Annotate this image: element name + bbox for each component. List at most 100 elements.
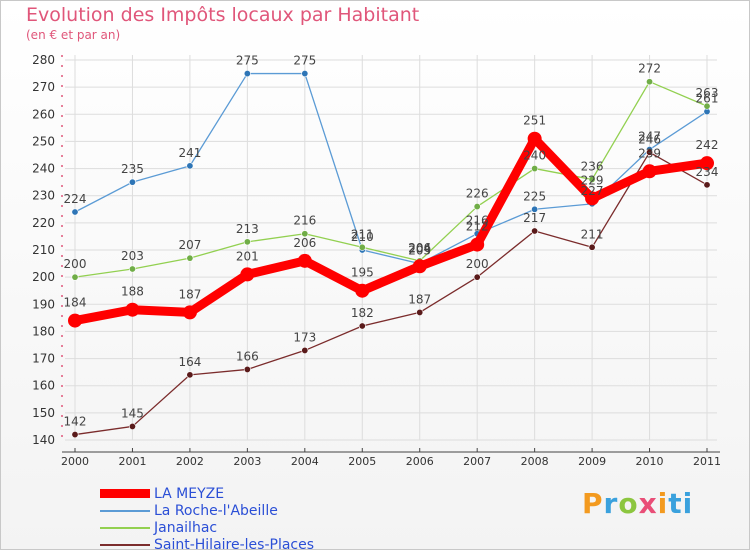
data-label: 225 (523, 189, 546, 203)
data-label: 236 (581, 159, 604, 173)
legend-label: Janailhac (154, 519, 218, 536)
data-point (297, 253, 312, 268)
x-tick-label: 2001 (118, 455, 146, 468)
y-tick-label: 180 (32, 324, 55, 338)
legend-entry: LA MEYZE (100, 485, 314, 502)
data-point (243, 365, 251, 373)
chart-subtitle: (en € et par an) (26, 28, 121, 42)
data-label: 227 (581, 184, 604, 198)
data-label: 234 (696, 165, 719, 179)
data-point (531, 205, 539, 213)
series-line (74, 151, 708, 436)
y-tick-label: 210 (32, 243, 55, 257)
data-point (646, 148, 654, 156)
chart-title: Evolution des Impôts locaux par Habitant (26, 4, 420, 26)
data-point (71, 273, 79, 281)
data-label: 213 (236, 222, 259, 236)
x-tick-label: 2011 (693, 455, 721, 468)
data-label: 216 (466, 214, 489, 228)
legend-entry: La Roche-l'Abeille (100, 502, 314, 519)
x-tick-label: 2006 (406, 455, 434, 468)
data-label: 224 (64, 192, 87, 206)
legend-label: LA MEYZE (154, 485, 225, 502)
data-point (301, 346, 309, 354)
data-label: 275 (236, 54, 259, 68)
y-tick-label: 150 (32, 406, 55, 420)
data-label: 211 (351, 227, 374, 241)
data-label: 211 (581, 227, 604, 241)
proxiti-logo: Proxiti (582, 487, 694, 520)
legend: LA MEYZE La Roche-l'Abeille Janailhac Saint… (100, 485, 314, 553)
x-tick-label: 2005 (348, 455, 376, 468)
data-point (125, 302, 140, 317)
x-tick-label: 2010 (636, 455, 664, 468)
data-label: 201 (236, 249, 259, 263)
data-label: 164 (178, 355, 201, 369)
data-point (473, 273, 481, 281)
data-label: 210 (351, 230, 374, 244)
data-point (243, 238, 251, 246)
data-label: 261 (696, 92, 719, 106)
data-label: 239 (638, 146, 661, 160)
data-label: 195 (351, 266, 374, 280)
y-tick-label: 160 (32, 379, 55, 393)
data-point (416, 308, 424, 316)
data-label: 173 (293, 330, 316, 344)
x-tick-label: 2002 (176, 455, 204, 468)
data-label: 200 (466, 257, 489, 271)
legend-swatch (100, 509, 150, 512)
data-point (700, 156, 714, 171)
data-label: 206 (408, 241, 431, 255)
data-label: 184 (64, 296, 87, 310)
data-label: 204 (408, 241, 431, 255)
data-point (588, 175, 596, 183)
data-point (128, 178, 136, 186)
data-label: 216 (293, 214, 316, 228)
legend-label: La Roche-l'Abeille (154, 502, 278, 519)
data-point (128, 422, 136, 430)
legend-swatch (100, 526, 150, 529)
data-point (703, 102, 711, 110)
data-label: 247 (638, 130, 661, 144)
data-labels: 224 235 241 275 275 210 205 216 225 227 247 261 200 2… (64, 54, 719, 429)
data-label: 205 (408, 244, 431, 258)
y-tick-label: 220 (32, 216, 55, 230)
data-point (646, 78, 654, 86)
data-point (473, 203, 481, 211)
data-label: 166 (236, 349, 259, 363)
x-tick-label: 2003 (233, 455, 261, 468)
data-label: 187 (178, 287, 201, 301)
x-tick-label: 2008 (521, 455, 549, 468)
y-tick-label: 280 (32, 53, 55, 67)
x-tick-label: 2004 (291, 455, 319, 468)
legend-entry: Saint-Hilaire-les-Places (100, 536, 314, 553)
data-label: 240 (523, 149, 546, 163)
data-point (301, 230, 309, 238)
data-label: 246 (638, 132, 661, 146)
series-line (70, 134, 712, 326)
data-point (531, 227, 539, 235)
data-point (240, 267, 255, 282)
data-point (243, 70, 251, 78)
data-label: 263 (696, 86, 719, 100)
data-label: 251 (523, 114, 546, 128)
data-label: 203 (121, 249, 144, 263)
data-label: 212 (466, 220, 489, 234)
data-label: 188 (121, 285, 144, 299)
data-point (358, 243, 366, 251)
data-point (703, 181, 711, 189)
axes: 140 150 160 170 180 190 200 210 220 230 240 250 260 2… (32, 53, 721, 468)
data-point (642, 164, 657, 179)
y-tick-label: 250 (32, 134, 55, 148)
data-label: 226 (466, 187, 489, 201)
data-point (71, 208, 79, 216)
x-tick-label: 2007 (463, 455, 491, 468)
legend-swatch (100, 489, 150, 498)
data-label: 229 (581, 173, 604, 187)
data-point (412, 259, 427, 274)
legend-swatch (100, 543, 150, 546)
y-tick-label: 200 (32, 270, 55, 284)
series-line (74, 81, 708, 278)
data-label: 275 (293, 54, 316, 68)
